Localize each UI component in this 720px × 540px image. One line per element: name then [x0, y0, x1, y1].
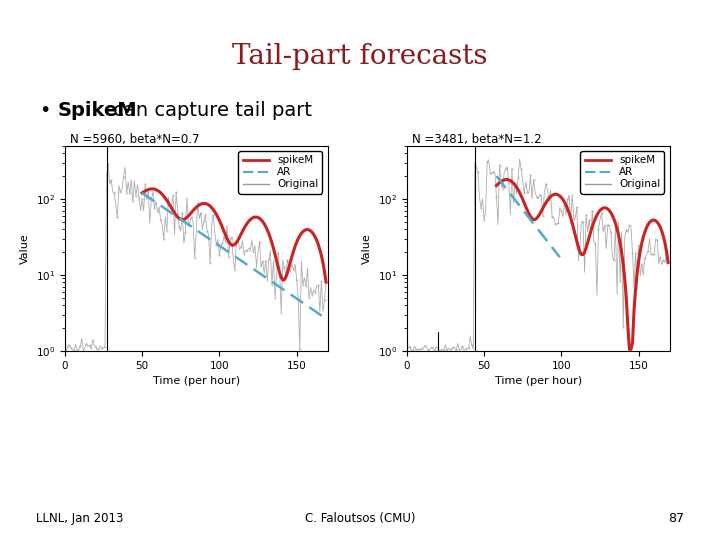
Y-axis label: Value: Value	[362, 233, 372, 264]
Text: LLNL, Jan 2013: LLNL, Jan 2013	[36, 512, 123, 525]
Text: 87: 87	[668, 512, 684, 525]
Text: •: •	[40, 101, 51, 120]
X-axis label: Time (per hour): Time (per hour)	[495, 376, 582, 386]
Legend: spikeM, AR, Original: spikeM, AR, Original	[238, 151, 323, 193]
Legend: spikeM, AR, Original: spikeM, AR, Original	[580, 151, 665, 193]
X-axis label: Time (per hour): Time (per hour)	[153, 376, 240, 386]
Text: CarnegieMellon: CarnegieMellon	[21, 12, 112, 23]
Text: N =3481, beta*N=1.2: N =3481, beta*N=1.2	[412, 133, 541, 146]
Text: SpikeM: SpikeM	[58, 101, 138, 120]
Text: Tail-part forecasts: Tail-part forecasts	[233, 43, 487, 70]
Text: N =5960, beta*N=0.7: N =5960, beta*N=0.7	[70, 133, 199, 146]
Y-axis label: Value: Value	[20, 233, 30, 264]
Text: can capture tail part: can capture tail part	[107, 101, 312, 120]
Text: C. Faloutsos (CMU): C. Faloutsos (CMU)	[305, 512, 415, 525]
